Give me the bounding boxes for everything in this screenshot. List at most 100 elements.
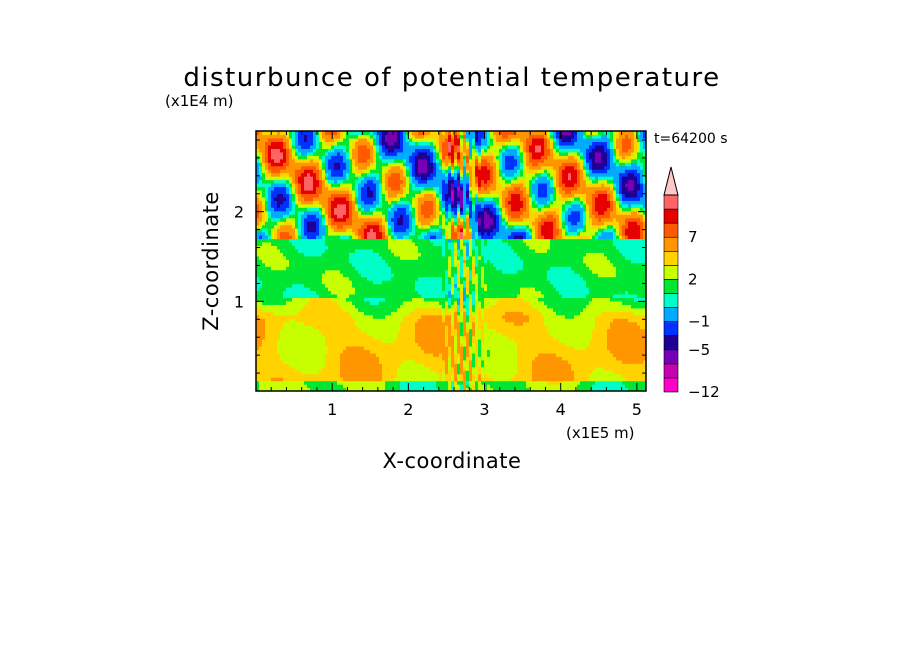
heatmap-cell [277, 342, 281, 347]
heatmap-cell [475, 387, 479, 391]
heatmap-cell [391, 335, 395, 340]
heatmap-cell [619, 380, 623, 385]
heatmap-cell [448, 370, 452, 375]
heatmap-cell [412, 325, 416, 330]
heatmap-cell [262, 345, 266, 350]
heatmap-cell [463, 332, 467, 337]
heatmap-cell [373, 314, 377, 319]
heatmap-cell [637, 356, 641, 361]
heatmap-cell [328, 335, 332, 340]
heatmap-cell [289, 373, 293, 378]
heatmap-cell [553, 321, 557, 326]
heatmap-cell [349, 332, 353, 337]
heatmap-cell [469, 339, 473, 344]
heatmap-cell [424, 325, 428, 330]
heatmap-cell [496, 356, 500, 361]
heatmap-cell [592, 332, 596, 337]
heatmap-cell [502, 342, 506, 347]
heatmap-cell [544, 321, 548, 326]
heatmap-cell [307, 349, 311, 354]
heatmap-cell [385, 349, 389, 354]
heatmap-cell [265, 318, 269, 323]
heatmap-cell [289, 328, 293, 333]
heatmap-cell [583, 349, 587, 354]
heatmap-cell [265, 342, 269, 347]
heatmap-cell [271, 352, 275, 357]
heatmap-cell [277, 356, 281, 361]
heatmap-cell [499, 380, 503, 385]
heatmap-cell [559, 342, 563, 347]
heatmap-cell [457, 356, 461, 361]
heatmap-cell [376, 328, 380, 333]
heatmap-cell [448, 377, 452, 382]
heatmap-cell [550, 342, 554, 347]
heatmap-cell [439, 352, 443, 357]
heatmap-cell [283, 328, 287, 333]
heatmap-cell [487, 370, 491, 375]
heatmap-cell [601, 370, 605, 375]
heatmap-cell [541, 387, 545, 391]
heatmap-cell [523, 384, 527, 389]
heatmap-cell [289, 359, 293, 364]
heatmap-cell [463, 370, 467, 375]
heatmap-cell [445, 380, 449, 385]
heatmap-cell [298, 335, 302, 340]
heatmap-cell [310, 339, 314, 344]
heatmap-cell [526, 373, 530, 378]
heatmap-cell [322, 335, 326, 340]
heatmap-cell [529, 325, 533, 330]
heatmap-cell [481, 339, 485, 344]
heatmap-cell [469, 352, 473, 357]
heatmap-cell [463, 318, 467, 323]
heatmap-cell [412, 370, 416, 375]
heatmap-cell [340, 328, 344, 333]
heatmap-cell [610, 387, 614, 391]
heatmap-cell [466, 352, 470, 357]
heatmap-cell [298, 370, 302, 375]
heatmap-cell [325, 314, 329, 319]
heatmap-cell [298, 318, 302, 323]
heatmap-cell [523, 345, 527, 350]
heatmap-cell [487, 349, 491, 354]
heatmap-cell [421, 325, 425, 330]
heatmap-cell [274, 384, 278, 389]
heatmap-cell [553, 377, 557, 382]
heatmap-cell [298, 356, 302, 361]
heatmap-cell [625, 356, 629, 361]
heatmap-cell [376, 352, 380, 357]
heatmap-cell [574, 370, 578, 375]
heatmap-cell [607, 366, 611, 371]
heatmap-cell [292, 377, 296, 382]
heatmap-cell [382, 342, 386, 347]
heatmap-cell [328, 321, 332, 326]
heatmap-cell [418, 380, 422, 385]
heatmap-cell [343, 356, 347, 361]
heatmap-cell [502, 328, 506, 333]
heatmap-cell [607, 384, 611, 389]
heatmap-cell [484, 377, 488, 382]
heatmap-cell [571, 370, 575, 375]
heatmap-cell [616, 342, 620, 347]
heatmap-cell [520, 328, 524, 333]
heatmap-cell [388, 352, 392, 357]
heatmap-cell [538, 332, 542, 337]
heatmap-cell [463, 321, 467, 326]
heatmap-cell [379, 384, 383, 389]
heatmap-cell [628, 342, 632, 347]
heatmap-cell [442, 328, 446, 333]
heatmap-cell [292, 352, 296, 357]
heatmap-cell [397, 332, 401, 337]
heatmap-cell [592, 370, 596, 375]
heatmap-cell [469, 342, 473, 347]
heatmap-cell [571, 335, 575, 340]
heatmap-cell [517, 373, 521, 378]
heatmap-cell [505, 380, 509, 385]
heatmap-cell [502, 380, 506, 385]
heatmap-cell [409, 325, 413, 330]
heatmap-cell [310, 352, 314, 357]
heatmap-cell [493, 349, 497, 354]
heatmap-cell [382, 380, 386, 385]
heatmap-cell [394, 363, 398, 368]
heatmap-cell [361, 321, 365, 326]
heatmap-cell [463, 345, 467, 350]
